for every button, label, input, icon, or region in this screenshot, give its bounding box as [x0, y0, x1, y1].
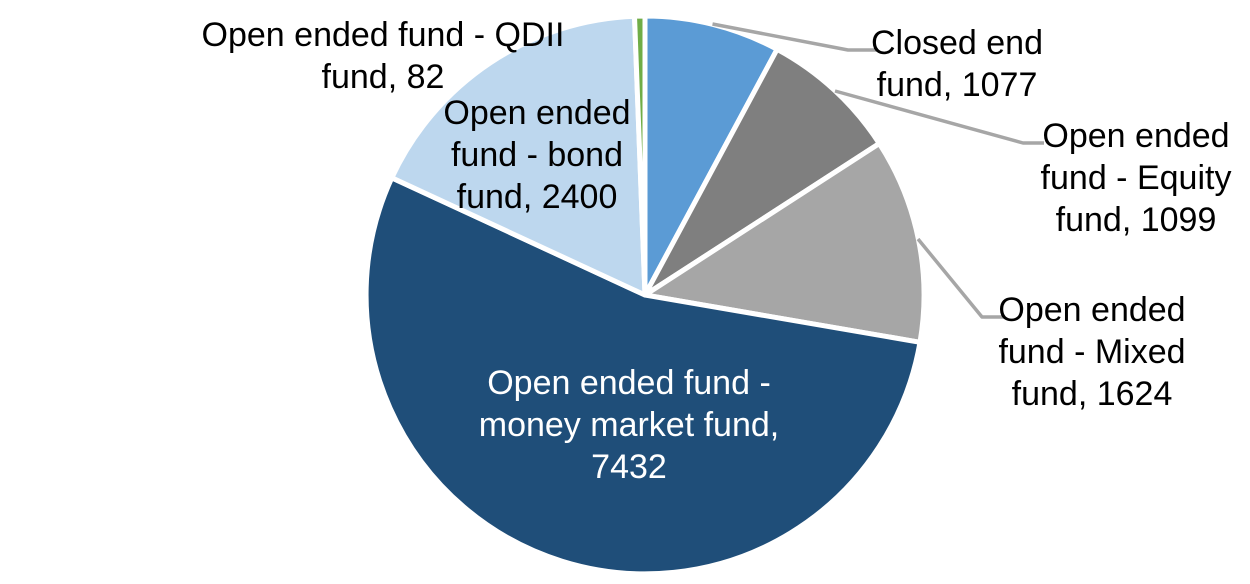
label-line: fund, 82 — [321, 58, 445, 96]
leader-line-mixed-fund — [916, 237, 1004, 319]
label-line: fund - Mixed — [998, 333, 1186, 371]
label-line: fund, 2400 — [456, 178, 618, 216]
label-line: Open ended — [1042, 117, 1230, 155]
label-money-market-fund: Open ended fund - money market fund, 743… — [479, 362, 779, 488]
label-line: Open ended — [443, 94, 631, 132]
label-mixed-fund: Open ended fund - Mixed fund, 1624 — [998, 289, 1185, 415]
label-line: money market fund, — [478, 406, 780, 444]
label-line: fund - bond — [450, 136, 624, 174]
label-line: Open ended fund - — [487, 364, 771, 402]
leader-line-equity-fund — [834, 89, 1044, 145]
label-line: Closed end — [870, 24, 1044, 62]
label-line: Open ended — [998, 291, 1186, 329]
pie-slice-equity-fund — [642, 46, 882, 298]
label-line: 7432 — [591, 448, 667, 486]
pie-slice-qdii-fund — [632, 13, 648, 298]
leader-line-closed-end-fund — [712, 22, 878, 52]
pie-slices — [363, 13, 927, 577]
label-line: Open ended fund - QDII — [201, 16, 565, 54]
label-equity-fund: Open ended fund - Equity fund, 1099 — [1041, 115, 1232, 241]
pie-slice-bond-fund — [389, 13, 648, 298]
label-closed-end-fund: Closed end fund, 1077 — [871, 22, 1043, 106]
pie-slice-money-market-fund — [363, 175, 923, 577]
label-line: fund, 1077 — [876, 66, 1038, 104]
label-line: fund - Equity — [1040, 159, 1232, 197]
label-qdii-fund: Open ended fund - QDII fund, 82 — [202, 14, 565, 98]
label-line: fund, 1624 — [1011, 375, 1173, 413]
label-bond-fund: Open ended fund - bond fund, 2400 — [443, 92, 630, 218]
label-line: fund, 1099 — [1055, 201, 1217, 239]
